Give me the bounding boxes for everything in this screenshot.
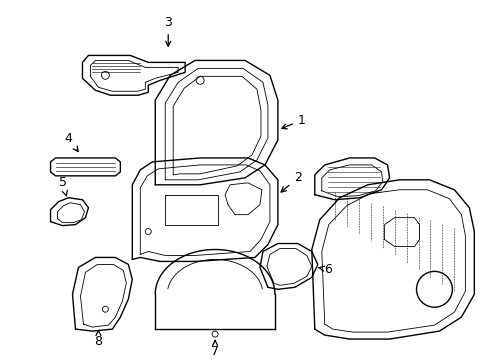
Text: 1: 1 [281,114,305,129]
Text: 8: 8 [94,330,102,347]
Text: 2: 2 [281,171,301,192]
Text: 3: 3 [164,16,172,46]
Text: 6: 6 [318,263,331,276]
Text: 4: 4 [64,131,78,152]
Text: 7: 7 [211,341,219,357]
Text: 5: 5 [59,176,67,196]
